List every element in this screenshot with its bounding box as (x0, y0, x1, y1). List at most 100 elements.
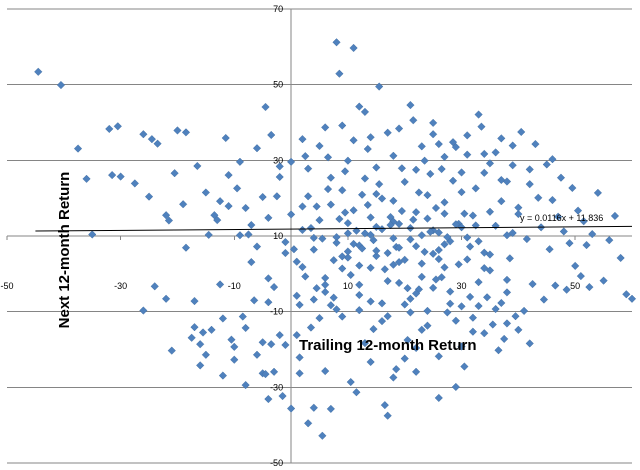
data-point (542, 160, 551, 169)
data-point (187, 333, 196, 342)
data-point (326, 301, 335, 310)
data-point (508, 161, 517, 170)
trendline-equation: y = 0.0116x + 11.836 (520, 213, 603, 223)
data-point (519, 306, 529, 315)
data-point (241, 203, 250, 213)
data-point (474, 237, 483, 246)
data-point (193, 161, 202, 171)
data-point (113, 122, 122, 131)
data-point (130, 179, 139, 188)
data-point (218, 371, 227, 380)
data-point (358, 190, 367, 199)
data-point (412, 343, 421, 353)
data-point (241, 380, 250, 390)
data-point (457, 168, 466, 177)
data-point (360, 338, 370, 348)
data-point (301, 152, 310, 161)
data-point (480, 168, 489, 177)
data-point (616, 253, 625, 263)
data-point (82, 174, 91, 183)
data-point (417, 231, 426, 240)
y-axis-title: Next 12-month Return (56, 172, 73, 329)
data-point (412, 289, 421, 298)
data-point (463, 131, 472, 140)
data-point (372, 246, 381, 255)
data-point (468, 211, 477, 220)
data-point (304, 192, 313, 201)
data-point (230, 342, 239, 351)
data-point (474, 301, 483, 311)
data-point (181, 128, 191, 137)
data-point (355, 102, 364, 111)
data-point (153, 139, 162, 148)
data-point (340, 167, 350, 176)
data-point (332, 238, 341, 247)
gridlines (7, 8, 632, 464)
y-tick-label: -50 (270, 458, 283, 468)
x-tick-label: 10 (343, 281, 353, 291)
data-point (275, 331, 284, 340)
data-point (258, 192, 267, 202)
data-point (139, 130, 148, 139)
data-point (252, 144, 262, 153)
data-point (139, 306, 148, 315)
data-point (502, 319, 512, 328)
data-point (295, 353, 304, 362)
x-tick-label: 30 (457, 281, 467, 291)
data-point (400, 354, 409, 363)
data-point (349, 43, 358, 53)
data-point (389, 151, 398, 160)
data-point (377, 194, 387, 203)
data-point (582, 240, 591, 250)
data-point (397, 164, 406, 173)
data-point (267, 340, 276, 349)
data-point (386, 220, 395, 230)
data-point (301, 272, 310, 281)
data-point (264, 394, 273, 404)
data-point (483, 293, 492, 302)
data-point (369, 324, 378, 334)
data-point (321, 280, 330, 289)
data-point (480, 149, 489, 158)
data-point (377, 299, 387, 308)
data-point (298, 135, 307, 144)
y-tick-label: 70 (273, 4, 283, 14)
data-point (525, 165, 534, 174)
data-point (306, 323, 316, 332)
data-point (394, 243, 404, 252)
data-point (73, 144, 83, 153)
data-point (446, 299, 455, 308)
data-point (252, 350, 262, 359)
data-point (338, 312, 347, 321)
data-point (272, 192, 281, 201)
data-point (323, 153, 333, 162)
data-point (215, 197, 225, 206)
data-point (221, 133, 230, 143)
data-point (235, 157, 245, 166)
data-point (287, 210, 296, 219)
data-point (264, 298, 273, 307)
data-point (326, 200, 335, 209)
data-point (198, 328, 208, 337)
data-point (434, 228, 443, 237)
data-point (201, 188, 210, 197)
data-point (605, 236, 614, 245)
data-point (343, 247, 352, 256)
data-point (406, 294, 415, 303)
data-point (431, 203, 441, 213)
data-point (329, 293, 338, 302)
data-point (627, 294, 637, 303)
data-point (573, 206, 583, 215)
data-point (400, 255, 409, 264)
data-point (389, 196, 398, 205)
data-point (375, 82, 384, 91)
data-point (335, 69, 344, 78)
data-point (289, 245, 299, 254)
data-point (355, 306, 364, 315)
data-point (309, 233, 318, 242)
data-point (403, 284, 412, 293)
data-point (429, 130, 438, 139)
data-point (247, 220, 256, 230)
data-point (463, 233, 472, 242)
data-point (412, 165, 421, 174)
